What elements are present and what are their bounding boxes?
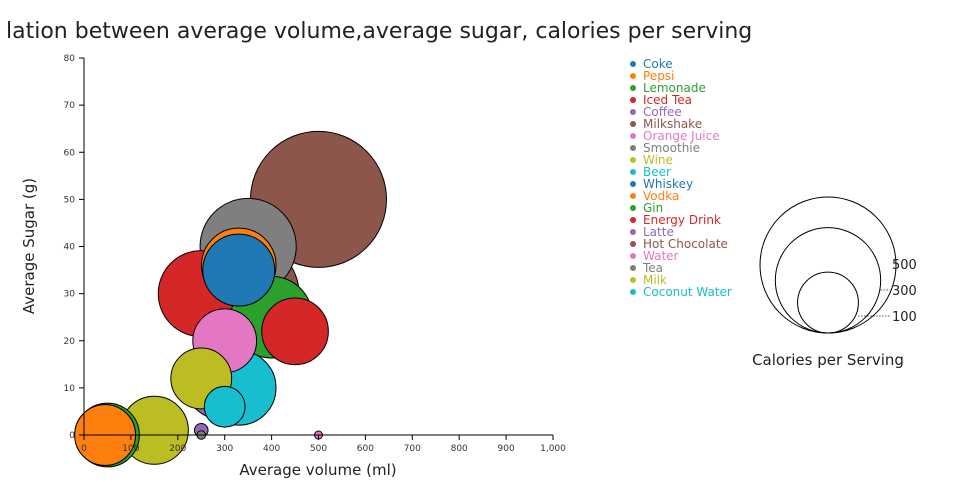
x-axis: 0 100 200 300 400 500 600 700 800 900 1,000: [81, 434, 566, 454]
legend-label: Coke: [643, 57, 673, 71]
legend-label: Tea: [642, 261, 663, 275]
x-tick-label: 0: [81, 444, 87, 454]
legend-marker: [630, 73, 636, 79]
y-tick-label: 80: [64, 54, 76, 64]
bubble-coconut-water: [203, 385, 246, 428]
legend-label: Water: [643, 249, 679, 263]
y-axis-title: Average Sugar (g): [20, 178, 38, 314]
legend-marker: [630, 169, 636, 175]
legend-label: Beer: [643, 165, 671, 179]
legend-marker: [630, 157, 636, 163]
legend-label: Pepsi: [643, 69, 674, 83]
legend-label: Orange Juice: [643, 129, 720, 143]
legend-label: Iced Tea: [643, 93, 692, 107]
y-tick-label: 20: [64, 337, 76, 347]
legend-label: Coconut Water: [643, 285, 732, 299]
chart-title: lation between average volume,average su…: [6, 19, 752, 44]
legend-marker: [630, 109, 636, 115]
plot-area: [74, 130, 387, 468]
legend-label: Latte: [643, 225, 674, 239]
y-tick-label: 70: [64, 101, 76, 111]
legend-marker: [630, 181, 636, 187]
legend-marker: [630, 121, 636, 127]
legend-marker: [630, 61, 636, 67]
y-tick-label: 40: [64, 243, 76, 253]
legend-label: Hot Chocolate: [643, 237, 728, 251]
x-tick-label: 600: [357, 444, 374, 454]
legend-marker: [630, 145, 636, 151]
y-tick-label: 10: [64, 384, 76, 394]
legend-marker: [630, 265, 636, 271]
legend-label: Whiskey: [643, 177, 693, 191]
legend-label: Milk: [643, 273, 667, 287]
legend-label: Coffee: [643, 105, 682, 119]
size-legend: 500 300 100: [759, 196, 917, 334]
legend-marker: [630, 85, 636, 91]
legend-label: Energy Drink: [643, 213, 721, 227]
size-legend-circle: [774, 227, 882, 334]
legend-label: Lemonade: [643, 81, 706, 95]
legend-label: Smoothie: [643, 141, 700, 155]
bubble-iced-tea: [261, 297, 329, 366]
x-tick-label: 100: [122, 444, 139, 454]
size-legend-circle: [797, 271, 859, 334]
legend-marker: [630, 277, 636, 283]
legend-marker: [630, 205, 636, 211]
y-tick-label: 50: [64, 195, 76, 205]
x-tick-label: 400: [263, 444, 280, 454]
legend-label: Milkshake: [643, 117, 702, 131]
legend-label: Gin: [643, 201, 663, 215]
legend-label: Wine: [643, 153, 673, 167]
size-legend-title: Calories per Serving: [752, 351, 904, 369]
x-tick-label: 300: [216, 444, 233, 454]
x-tick-label: 500: [310, 444, 327, 454]
x-tick-label: 1,000: [540, 444, 566, 454]
legend-marker: [630, 193, 636, 199]
y-axis: 0 10 20 30 40 50 60 70 80: [64, 54, 85, 441]
legend-marker: [630, 229, 636, 235]
x-tick-label: 200: [169, 444, 186, 454]
x-axis-title: Average volume (ml): [239, 461, 396, 479]
bubble-coke: [202, 233, 276, 307]
legend-marker: [630, 133, 636, 139]
legend-marker: [630, 241, 636, 247]
legend-marker: [630, 217, 636, 223]
legend-label: Vodka: [643, 189, 679, 203]
size-legend-label: 500: [892, 258, 917, 273]
y-tick-label: 0: [69, 431, 75, 441]
x-tick-label: 700: [404, 444, 421, 454]
legend-marker: [630, 289, 636, 295]
y-tick-label: 60: [64, 148, 76, 158]
x-tick-label: 900: [498, 444, 515, 454]
size-legend-label: 100: [892, 310, 917, 325]
y-tick-label: 30: [64, 290, 76, 300]
size-legend-label: 300: [892, 284, 917, 299]
legend-marker: [630, 97, 636, 103]
x-tick-label: 800: [451, 444, 468, 454]
legend-marker: [630, 253, 636, 259]
size-legend-circle: [759, 196, 897, 334]
